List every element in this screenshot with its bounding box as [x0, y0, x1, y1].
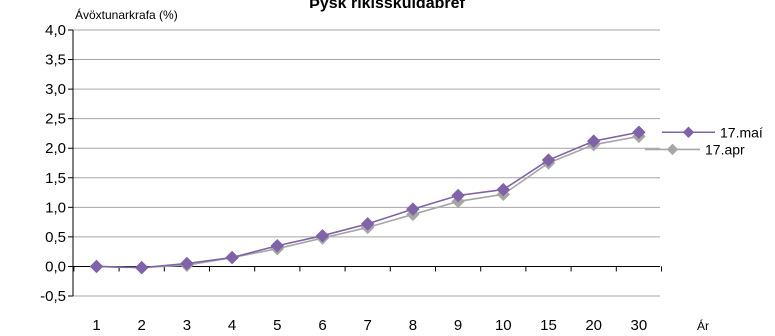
y-tick-label: 0,5 [45, 229, 66, 246]
x-tick-label: 3 [183, 317, 191, 334]
y-tick-label: 2,5 [45, 111, 66, 128]
y-tick-label: 3,0 [45, 81, 66, 98]
data-point [360, 217, 375, 231]
x-tick-label: 15 [540, 317, 557, 334]
y-tick-label: 1,0 [45, 199, 66, 216]
data-point [315, 228, 330, 243]
x-tick-label: 5 [273, 317, 281, 334]
x-tick-label: 9 [454, 317, 462, 334]
x-tick-label: 4 [228, 317, 236, 334]
x-tick-label: 6 [318, 317, 326, 334]
legend-entry: 17.apr [645, 141, 745, 157]
x-axis-ticks: 1 2 3 4 5 6 7 8 9 10 15 20 30 [92, 317, 647, 334]
series-group [89, 125, 646, 275]
legend-marker [682, 126, 695, 138]
gridlines [73, 29, 660, 297]
x-tick-label: 2 [138, 317, 146, 334]
data-point [451, 188, 465, 203]
x-axis-title: Ár [697, 318, 709, 333]
x-tick-label: 8 [409, 317, 417, 334]
legend-label: 17.maí [720, 124, 763, 140]
chart-title: Þýsk ríkisskuldabréf [309, 0, 465, 12]
y-axis-title: Ávöxtunarkrafa (%) [75, 7, 178, 22]
data-point [225, 250, 239, 265]
data-point [632, 125, 646, 139]
y-tick-label: 0,0 [45, 258, 66, 275]
data-point [180, 256, 194, 271]
series-line [96, 131, 640, 269]
y-tick-label: 1,5 [45, 170, 66, 187]
x-tick-label: 20 [585, 317, 602, 334]
data-point [586, 134, 601, 148]
y-tick-label: 4,0 [45, 22, 66, 39]
y-axis-ticks: 4,0 3,5 3,0 2,5 2,0 1,5 1,0 0,5 0,0 -0,5 [40, 22, 73, 305]
x-tick-label: 1 [92, 317, 100, 334]
data-point [541, 153, 556, 167]
y-tick-label: 2,0 [45, 140, 66, 157]
legend-label: 17.apr [705, 141, 745, 157]
legend-entry: 17.maí [662, 124, 763, 140]
y-tick-label: -0,5 [40, 288, 66, 305]
data-point [134, 260, 149, 275]
series-apr [89, 129, 646, 275]
data-point [89, 259, 104, 274]
data-point [496, 182, 511, 197]
axes [68, 30, 662, 296]
y-tick-label: 3,5 [45, 52, 66, 69]
x-tick-label: 7 [364, 317, 372, 334]
data-point [406, 202, 420, 216]
x-tick-label: 30 [631, 317, 648, 334]
x-tick-label: 10 [495, 317, 512, 334]
data-point [270, 239, 285, 253]
series-may [89, 125, 646, 275]
legend-marker [666, 143, 679, 156]
